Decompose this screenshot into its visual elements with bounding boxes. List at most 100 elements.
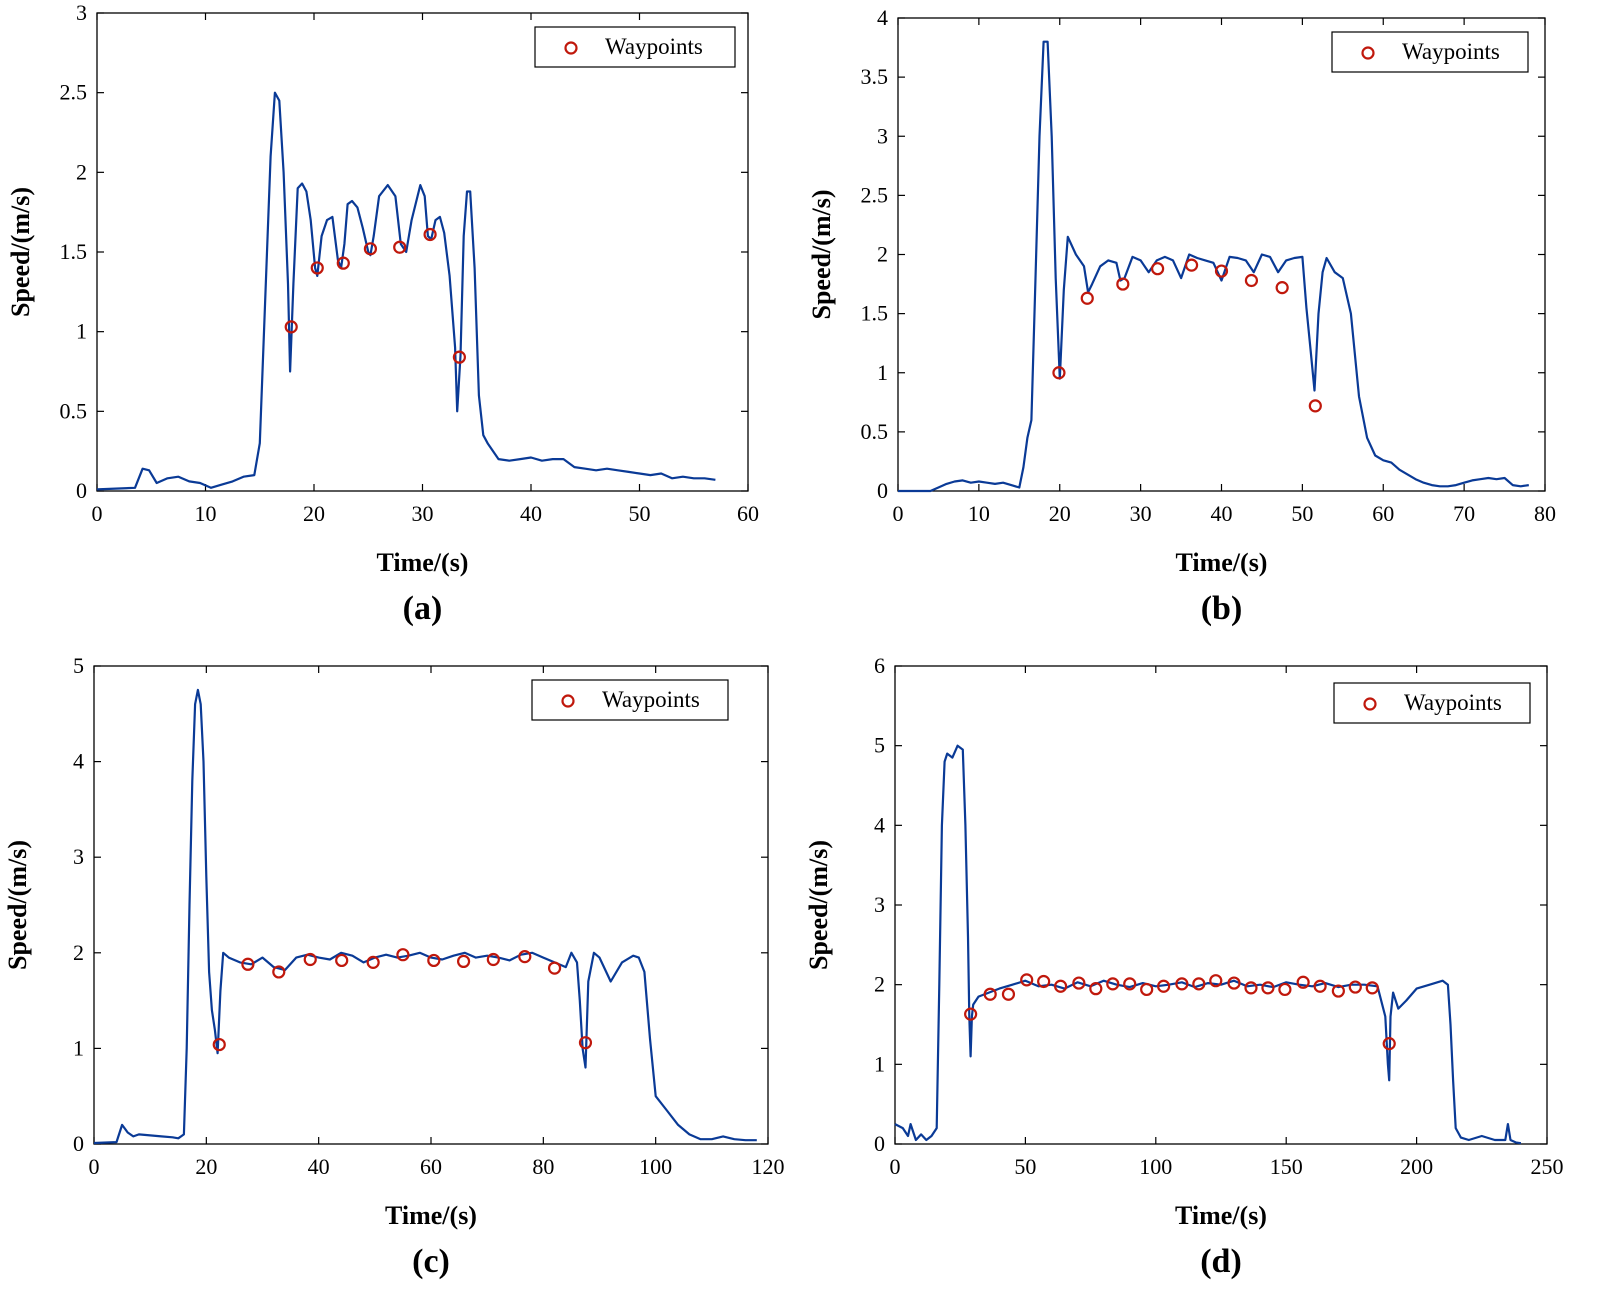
y-tick-label: 2 xyxy=(874,972,885,997)
y-tick-label: 0.5 xyxy=(60,398,88,423)
x-tick-label: 80 xyxy=(1534,501,1556,526)
x-tick-label: 80 xyxy=(532,1154,554,1179)
waypoint-marker xyxy=(1227,976,1241,990)
legend: Waypoints xyxy=(534,26,736,68)
speed-series-line xyxy=(894,744,1522,1145)
waypoint-marker xyxy=(547,961,562,975)
x-tick-label: 70 xyxy=(1453,501,1475,526)
waypoint-marker xyxy=(1296,975,1310,989)
legend-marker xyxy=(561,694,575,708)
y-axis-label: Speed/(m/s) xyxy=(6,187,35,317)
x-tick-label: 30 xyxy=(1130,501,1152,526)
y-tick-label: 1 xyxy=(76,319,87,344)
y-tick-label: 1 xyxy=(73,1035,84,1060)
x-tick-label: 10 xyxy=(195,501,217,526)
waypoint-marker xyxy=(336,256,350,270)
waypoint-marker xyxy=(1278,982,1292,997)
panel-label: (a) xyxy=(403,590,443,627)
x-tick-label: 0 xyxy=(89,1154,100,1179)
waypoint-marker xyxy=(1037,974,1051,989)
waypoint-marker xyxy=(366,955,380,969)
legend-box xyxy=(531,679,729,721)
y-tick-label: 2 xyxy=(76,159,87,184)
waypoint-marker xyxy=(284,320,298,334)
y-tick-label: 3 xyxy=(76,0,87,25)
waypoint-marker xyxy=(578,1036,593,1050)
y-tick-label: 0 xyxy=(73,1131,84,1156)
legend-label: Waypoints xyxy=(1402,39,1500,64)
chart-panel-2: 0 10 20 30 40 50 60 70 80 0 0.5 1 1.5 2 2.5 3 3.5 4 Time/(… xyxy=(807,5,1556,627)
y-tick-label: 1 xyxy=(874,1051,885,1076)
x-tick-label: 200 xyxy=(1400,1154,1433,1179)
waypoint-marker xyxy=(335,953,349,968)
waypoint-marker xyxy=(486,952,500,967)
chart-panel-3: 0 20 40 60 80 100 120 0 1 2 3 4 5 Time/(s) Speed/(m/s)… xyxy=(3,653,785,1280)
legend: Waypoints xyxy=(1333,682,1531,724)
panel-label: (c) xyxy=(412,1243,450,1280)
y-axis-label: Speed/(m/s) xyxy=(807,190,836,320)
x-axis-label: Time/(s) xyxy=(377,548,469,577)
y-tick-label: 5 xyxy=(73,653,84,678)
y-tick-label: 2.5 xyxy=(60,80,88,105)
waypoint-marker xyxy=(272,965,286,979)
waypoint-marker xyxy=(1001,987,1016,1001)
waypoint-marker xyxy=(1089,982,1103,996)
waypoint-marker xyxy=(983,987,997,1001)
y-tick-label: 3.5 xyxy=(861,64,889,89)
y-tick-label: 3 xyxy=(73,844,84,869)
y-tick-label: 1 xyxy=(877,360,888,385)
legend-box xyxy=(534,26,736,68)
x-tick-label: 10 xyxy=(968,501,990,526)
waypoint-marker xyxy=(1313,979,1327,993)
waypoint-marker xyxy=(1140,982,1154,997)
legend: Waypoints xyxy=(531,679,729,721)
waypoint-marker xyxy=(1214,264,1229,278)
waypoint-marker xyxy=(452,350,466,364)
x-tick-label: 0 xyxy=(92,501,103,526)
x-tick-label: 40 xyxy=(308,1154,330,1179)
y-tick-label: 2.5 xyxy=(861,182,889,207)
legend-marker xyxy=(1361,46,1375,60)
y-tick-label: 0.5 xyxy=(861,419,889,444)
y-tick-label: 3 xyxy=(874,892,885,917)
waypoint-marker xyxy=(1192,977,1206,991)
x-tick-label: 0 xyxy=(893,501,904,526)
waypoint-marker xyxy=(1072,976,1086,990)
y-tick-label: 0 xyxy=(874,1131,885,1156)
waypoint-marker xyxy=(1308,399,1322,413)
legend: Waypoints xyxy=(1331,31,1529,73)
x-tick-label: 100 xyxy=(639,1154,672,1179)
waypoint-marker xyxy=(964,1007,978,1021)
waypoint-marker xyxy=(1106,977,1120,991)
x-tick-label: 100 xyxy=(1139,1154,1172,1179)
waypoint-marker xyxy=(456,954,471,969)
speed-series-line xyxy=(96,91,716,491)
x-tick-label: 30 xyxy=(412,501,434,526)
waypoint-marker xyxy=(423,227,437,242)
x-tick-label: 50 xyxy=(1291,501,1313,526)
plot-frame xyxy=(93,665,769,1145)
x-tick-label: 40 xyxy=(1211,501,1233,526)
waypoint-marker xyxy=(1123,977,1137,991)
waypoint-marker xyxy=(1157,979,1171,993)
chart-panel-4: 0 50 100 150 200 250 0 1 2 3 4 5 6 Time/(s) Speed/(m/s… xyxy=(804,653,1564,1280)
x-tick-label: 0 xyxy=(890,1154,901,1179)
legend-marker xyxy=(1363,697,1377,711)
x-axis-label: Time/(s) xyxy=(1176,548,1268,577)
x-tick-label: 120 xyxy=(752,1154,785,1179)
y-tick-label: 0 xyxy=(76,478,87,503)
waypoint-marker xyxy=(1331,984,1345,998)
panel-label: (d) xyxy=(1200,1243,1242,1280)
waypoint-marker xyxy=(518,950,532,964)
y-tick-label: 4 xyxy=(877,5,888,30)
panel-label: (b) xyxy=(1201,590,1243,627)
plot-frame xyxy=(897,17,1546,492)
y-tick-label: 4 xyxy=(874,812,885,837)
y-tick-label: 3 xyxy=(877,123,888,148)
x-tick-label: 20 xyxy=(195,1154,217,1179)
x-axis-label: Time/(s) xyxy=(385,1201,477,1230)
waypoint-marker xyxy=(1365,981,1379,995)
plot-frame xyxy=(894,665,1548,1145)
legend-box xyxy=(1333,682,1531,724)
speed-series-line xyxy=(898,40,1529,493)
